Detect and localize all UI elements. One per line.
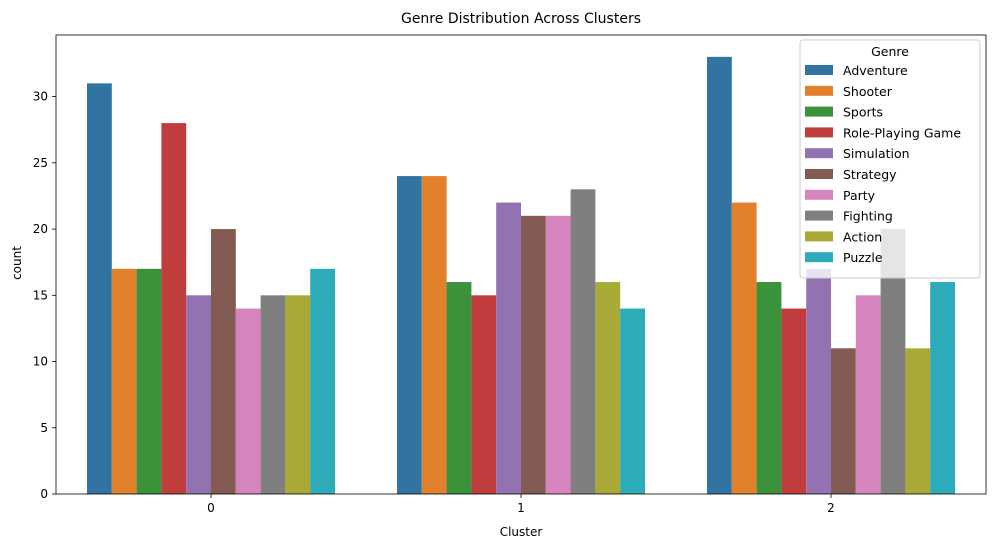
- bar-role-playing-game-cluster-2: [781, 308, 807, 494]
- bar-shooter-cluster-1: [421, 176, 447, 494]
- legend-entry: Role-Playing Game: [843, 125, 961, 140]
- legend-entry: Fighting: [843, 209, 893, 224]
- y-tick-label: 10: [33, 355, 48, 369]
- bar-sports-cluster-0: [136, 268, 162, 494]
- y-tick-label: 5: [40, 421, 48, 435]
- bar-action-cluster-1: [595, 282, 621, 494]
- bar-action-cluster-2: [905, 348, 931, 494]
- legend: Genre Adventure Shooter Sports Role-Playing …: [799, 39, 981, 279]
- x-tick-label: 0: [207, 501, 215, 515]
- bar-adventure-cluster-1: [397, 176, 422, 494]
- bar-adventure-cluster-2: [707, 56, 732, 495]
- bar-fighting-cluster-1: [570, 189, 596, 494]
- x-tick-label: 1: [517, 501, 525, 515]
- y-tick-label: 30: [33, 90, 48, 104]
- legend-swatch: [805, 169, 833, 179]
- x-tick-label: 2: [827, 501, 835, 515]
- bar-puzzle-cluster-2: [930, 282, 955, 494]
- legend-title: Genre: [871, 44, 909, 59]
- bar-puzzle-cluster-1: [620, 308, 645, 494]
- x-axis-label: Cluster: [500, 525, 543, 539]
- bar-fighting-cluster-0: [260, 295, 286, 494]
- y-tick-label: 0: [40, 487, 48, 501]
- legend-swatch: [805, 189, 833, 200]
- legend-entry: Sports: [843, 105, 883, 120]
- bar-role-playing-game-cluster-1: [471, 295, 497, 494]
- y-tick-label: 20: [33, 222, 48, 236]
- y-axis: 0 5 10 15 20 25 30: [33, 90, 56, 501]
- bar-simulation-cluster-2: [806, 268, 831, 494]
- legend-entry: Action: [843, 229, 882, 244]
- bar-party-cluster-0: [235, 308, 261, 494]
- plot-frame: [55, 34, 987, 495]
- chart-title: Genre Distribution Across Clusters: [401, 11, 641, 27]
- legend-swatch: [805, 127, 833, 138]
- legend-swatch: [805, 231, 833, 242]
- bars-group: [87, 56, 955, 495]
- legend-entry: Puzzle: [843, 250, 883, 265]
- legend-swatch: [805, 85, 833, 96]
- bar-sports-cluster-1: [446, 282, 472, 494]
- bar-strategy-cluster-2: [831, 348, 856, 494]
- bar-party-cluster-1: [545, 215, 571, 494]
- bar-shooter-cluster-2: [731, 202, 757, 494]
- bar-puzzle-cluster-0: [310, 268, 335, 494]
- legend-swatch: [805, 252, 833, 263]
- legend-swatch: [805, 106, 833, 117]
- x-axis: 0 1 2: [207, 494, 835, 515]
- bar-action-cluster-0: [285, 295, 311, 494]
- legend-entry: Simulation: [843, 146, 910, 161]
- legend-entry: Party: [843, 188, 876, 203]
- bar-adventure-cluster-0: [87, 83, 112, 494]
- bar-role-playing-game-cluster-0: [161, 123, 187, 494]
- y-tick-label: 25: [33, 156, 48, 170]
- bar-simulation-cluster-1: [496, 202, 521, 494]
- legend-entry: Strategy: [843, 167, 897, 182]
- bar-sports-cluster-2: [756, 282, 782, 494]
- y-axis-label: count: [10, 246, 24, 280]
- legend-swatch: [805, 65, 833, 75]
- bar-party-cluster-2: [855, 295, 881, 494]
- legend-box: [799, 39, 981, 279]
- bar-simulation-cluster-0: [186, 295, 211, 494]
- legend-entry: Shooter: [843, 84, 893, 99]
- y-tick-label: 15: [33, 288, 48, 302]
- bar-strategy-cluster-0: [211, 229, 236, 494]
- legend-entry: Adventure: [843, 63, 908, 78]
- bar-strategy-cluster-1: [521, 215, 546, 494]
- legend-swatch: [805, 210, 833, 221]
- legend-swatch: [805, 148, 833, 159]
- bar-shooter-cluster-0: [111, 268, 137, 494]
